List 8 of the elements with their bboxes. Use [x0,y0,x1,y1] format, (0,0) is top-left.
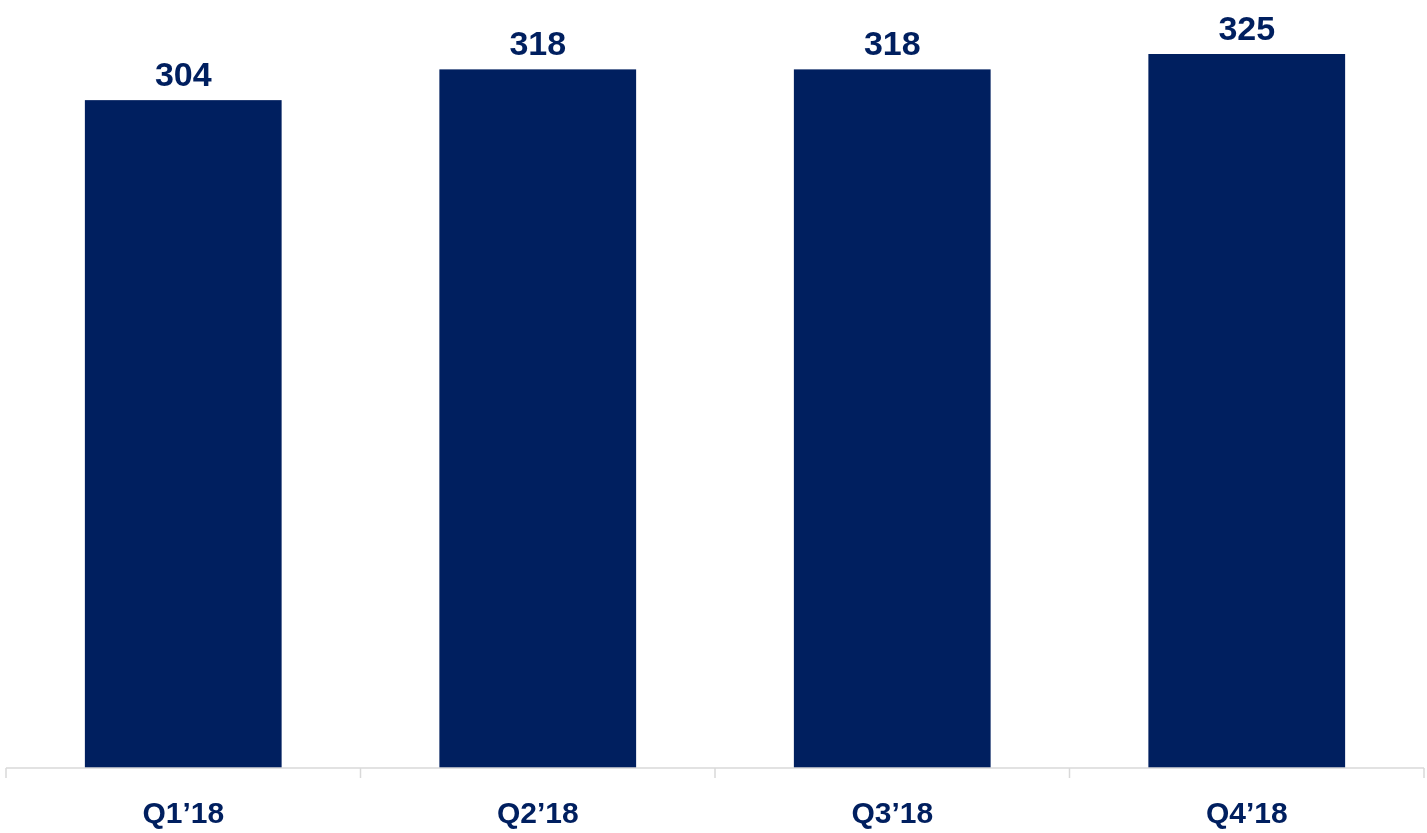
data-label: 325 [1218,9,1276,47]
data-label: 318 [863,24,921,63]
x-tick-label: Q3’18 [851,796,934,829]
x-tick-label: Q2’18 [496,796,579,829]
x-tick-label: Q1’18 [142,796,225,829]
data-label: 304 [154,55,212,94]
data-label: 318 [509,24,567,63]
x-tick-label: Q4’18 [1205,796,1288,829]
